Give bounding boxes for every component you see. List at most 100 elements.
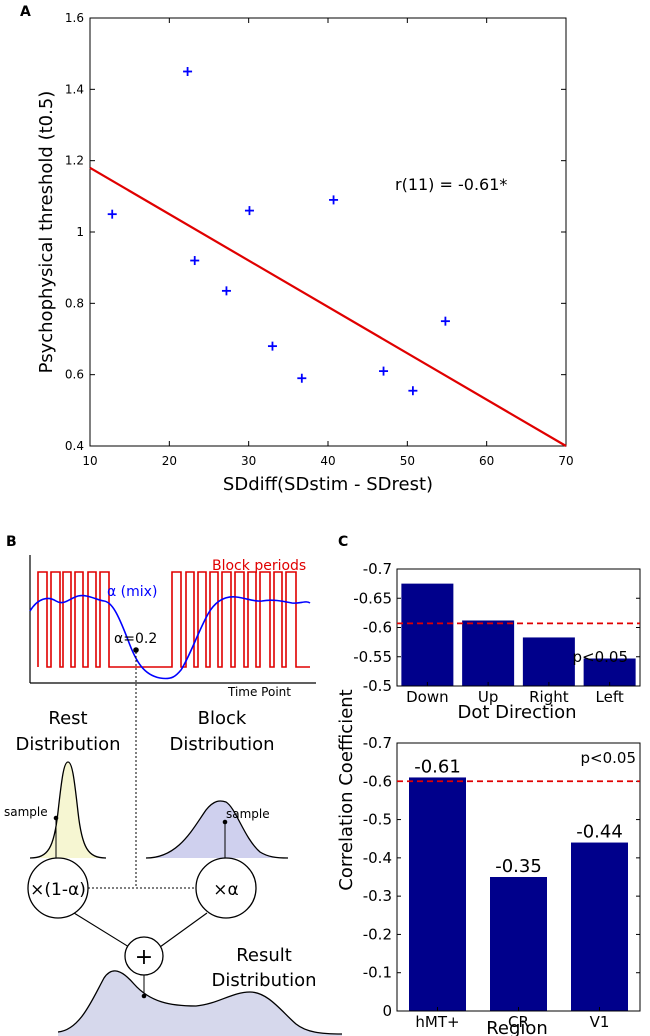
- panel-a-x-tick-label: 10: [82, 454, 97, 468]
- scatter-point: [267, 341, 277, 351]
- bar-data-label: -0.44: [576, 822, 623, 843]
- panel-a-x-tick-label: 60: [479, 454, 494, 468]
- panel-b-diagram: B Block periods α (mix) α=0.2 Time Point…: [4, 534, 343, 1036]
- panel-a-scatter-chart: A 10 20 30 40 50 60 70 0.4 0.6 0.8 1 1.2 1.4 1.6 r(1…: [20, 4, 574, 495]
- scatter-point: [379, 366, 389, 376]
- result-title-line-2: Distribution: [211, 970, 316, 991]
- y-tick-label: -0.4: [363, 849, 392, 867]
- dot-direction-frame: [396, 568, 641, 687]
- regression-line: [89, 166, 567, 447]
- scatter-point: [107, 209, 117, 219]
- rest-distribution-fill: [30, 762, 106, 858]
- panel-a-y-tick-label: 1.4: [65, 82, 84, 96]
- alpha-mix-label: α (mix): [107, 584, 157, 600]
- alpha-mix-curve: [29, 594, 311, 680]
- y-tick-label: -0.6: [363, 772, 392, 790]
- panel-a-plot-frame: [89, 17, 567, 447]
- panel-a-y-tick-label: 1: [76, 225, 84, 239]
- rest-multiplier-node: [27, 857, 89, 919]
- result-distribution-fill: [58, 970, 342, 1036]
- scatter-point: [408, 386, 418, 396]
- rest-distribution-curve: [29, 761, 107, 859]
- bar: [401, 583, 454, 686]
- alpha-point-label: α=0.2: [114, 631, 157, 647]
- region-threshold-label: p<0.05: [581, 749, 637, 767]
- y-tick-label: -0.65: [353, 589, 392, 607]
- bar-data-label: -0.35: [495, 856, 542, 877]
- panel-b-label: B: [6, 534, 17, 550]
- panel-a-x-tick-label: 30: [241, 454, 256, 468]
- region-bar-chart: -0.61 -0.35 -0.44 0 -0.1 -0.2 -0.3 -0.4 -0.5 -0.…: [363, 734, 641, 1036]
- bar: [462, 620, 515, 686]
- scatter-points: [107, 67, 450, 396]
- x-tick-label: hMT+: [415, 1013, 459, 1031]
- panel-a-y-axis-label: Psychophysical threshold (t0.5): [36, 91, 57, 374]
- y-tick-label: -0.3: [363, 887, 392, 905]
- block-distribution-curve: [145, 800, 289, 859]
- scatter-point: [440, 316, 450, 326]
- panel-c-bar-charts: C Correlation Coefficient -0.5-0.55-0.6-…: [336, 534, 641, 1036]
- bar: [522, 637, 575, 686]
- bar: [490, 877, 547, 1011]
- y-tick-label: -0.6: [363, 619, 392, 637]
- y-tick-label: -0.5: [363, 677, 392, 695]
- block-sample-label: sample: [226, 807, 270, 821]
- dot-direction-threshold-label: p<0.05: [573, 648, 629, 666]
- y-tick-label: -0.1: [363, 964, 392, 982]
- x-tick-label: Right: [529, 688, 569, 706]
- panel-a-label: A: [20, 4, 31, 20]
- y-tick-label: -0.7: [363, 560, 392, 578]
- panel-a-y-tick-label: 1.6: [65, 11, 84, 25]
- rest-sample-label: sample: [4, 805, 48, 819]
- dot-direction-x-axis-label: Dot Direction: [458, 702, 577, 723]
- result-distribution-curve: [57, 970, 343, 1035]
- result-sample-point: [141, 993, 147, 999]
- y-tick-label: 0: [382, 1002, 392, 1020]
- panel-a-x-tick-label: 50: [400, 454, 415, 468]
- block-title-line-2: Distribution: [169, 734, 274, 755]
- scatter-point: [190, 256, 200, 266]
- panel-a-x-axis-label: SDdiff(SDstim - SDrest): [223, 474, 433, 495]
- scatter-point: [244, 206, 254, 216]
- panel-c-label: C: [338, 534, 348, 550]
- panel-a-y-tick-label: 1.2: [65, 154, 84, 168]
- bar: [583, 658, 636, 686]
- sum-symbol: +: [135, 945, 153, 970]
- x-tick-label: Down: [406, 688, 449, 706]
- scatter-point: [329, 195, 339, 205]
- panel-a-x-tick-label: 70: [558, 454, 573, 468]
- result-title-line-1: Result: [236, 945, 292, 966]
- y-tick-label: -0.55: [353, 648, 392, 666]
- x-tick-label: Up: [478, 688, 499, 706]
- rest-title-line-2: Distribution: [15, 734, 120, 755]
- block-periods-wave: [37, 571, 310, 668]
- time-point-label: Time Point: [227, 685, 291, 699]
- panel-a-x-tick-label: 20: [162, 454, 177, 468]
- bar: [409, 777, 466, 1011]
- block-to-sum-line: [159, 912, 208, 948]
- region-frame: [396, 742, 641, 1012]
- block-title-line-1: Block: [198, 708, 247, 729]
- y-tick-label: -0.2: [363, 925, 392, 943]
- block-periods-label: Block periods: [212, 558, 306, 574]
- alpha-point-marker: [133, 647, 139, 653]
- correlation-annotation: r(11) = -0.61*: [395, 175, 507, 194]
- scatter-point: [221, 286, 231, 296]
- rest-title-line-1: Rest: [48, 708, 87, 729]
- y-tick-label: -0.7: [363, 734, 392, 752]
- dot-direction-bar-chart: -0.5 -0.55 -0.6 -0.65 -0.7 Down Up Right Left p<…: [353, 560, 641, 723]
- panel-a-x-tick-label: 40: [320, 454, 335, 468]
- bar: [571, 842, 628, 1011]
- panel-a-y-tick-label: 0.8: [65, 296, 84, 310]
- panel-c-y-axis-label: Correlation Coefficient: [336, 689, 357, 890]
- region-x-axis-label: Region: [486, 1018, 548, 1036]
- panel-a-y-tick-label: 0.4: [65, 439, 84, 453]
- panel-a-x-ticks: 10 20 30 40 50 60 70: [82, 18, 574, 468]
- block-sample-point: [222, 819, 228, 825]
- scatter-point: [183, 67, 193, 76]
- bar-data-label: -0.61: [414, 756, 461, 777]
- rest-to-sum-line: [73, 912, 130, 948]
- x-tick-label: Left: [596, 688, 624, 706]
- panel-a-y-ticks: 0.4 0.6 0.8 1 1.2 1.4 1.6: [65, 11, 566, 453]
- scatter-point: [297, 373, 307, 383]
